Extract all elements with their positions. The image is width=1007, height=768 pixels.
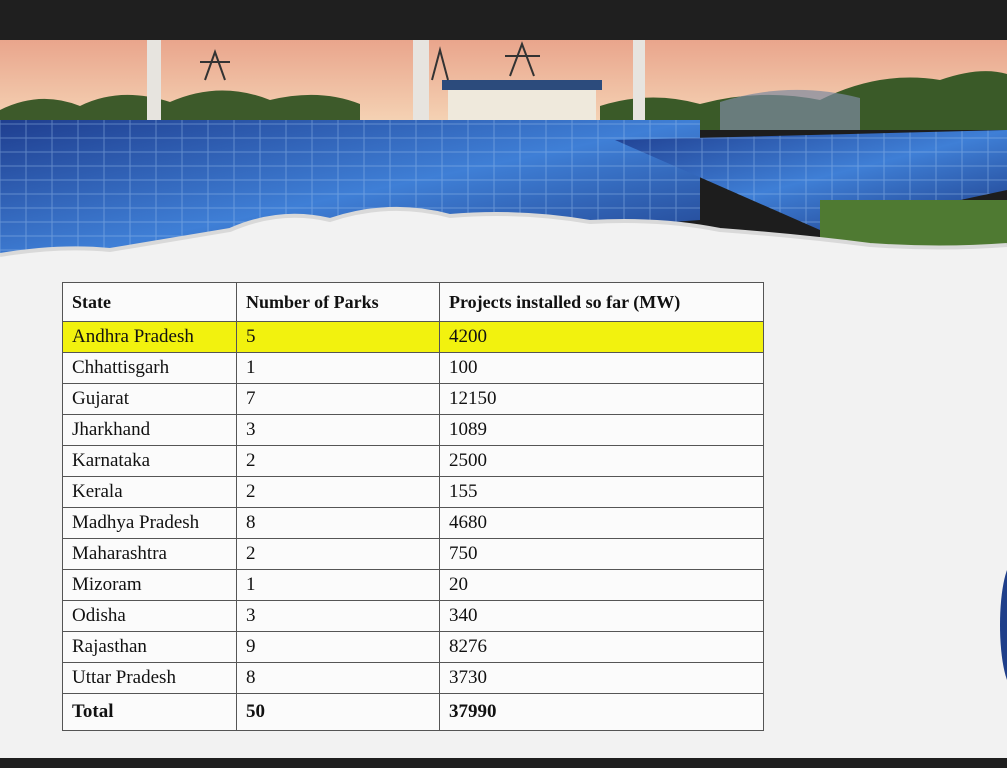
solar-park-scene: State Number of Parks Projects installed… — [0, 40, 1007, 758]
table-row: Maharashtra 2 750 — [62, 538, 764, 570]
cell-mw: 8276 — [439, 631, 764, 663]
total-cell-mw: 37990 — [439, 693, 764, 731]
cell-mw: 340 — [439, 600, 764, 632]
cell-parks: 2 — [236, 445, 440, 477]
cell-parks: 8 — [236, 507, 440, 539]
cell-state: Kerala — [62, 476, 237, 508]
header-number-of-parks: Number of Parks — [236, 282, 440, 322]
table-row: Mizoram 1 20 — [62, 569, 764, 601]
table-row: Kerala 2 155 — [62, 476, 764, 508]
cell-parks: 2 — [236, 476, 440, 508]
cell-mw: 12150 — [439, 383, 764, 415]
table-row: Gujarat 7 12150 — [62, 383, 764, 415]
table-row: Uttar Pradesh 8 3730 — [62, 662, 764, 694]
cell-state: Mizoram — [62, 569, 237, 601]
cell-parks: 1 — [236, 569, 440, 601]
cell-parks: 3 — [236, 414, 440, 446]
cell-mw: 4200 — [439, 321, 764, 353]
cell-mw: 4680 — [439, 507, 764, 539]
cell-parks: 2 — [236, 538, 440, 570]
cell-parks: 7 — [236, 383, 440, 415]
edge-logo-disc — [1000, 560, 1007, 690]
cell-mw: 3730 — [439, 662, 764, 694]
cell-parks: 3 — [236, 600, 440, 632]
cell-mw: 1089 — [439, 414, 764, 446]
video-bottom-bar — [0, 758, 1007, 768]
table-row: Odisha 3 340 — [62, 600, 764, 632]
cell-parks: 5 — [236, 321, 440, 353]
cell-mw: 750 — [439, 538, 764, 570]
table-row: Karnataka 2 2500 — [62, 445, 764, 477]
cell-state: Jharkhand — [62, 414, 237, 446]
table-row: Rajasthan 9 8276 — [62, 631, 764, 663]
cell-state: Uttar Pradesh — [62, 662, 237, 694]
table-body: Andhra Pradesh 5 4200 Chhattisgarh 1 100 Gujar… — [62, 321, 764, 731]
cell-state: Madhya Pradesh — [62, 507, 237, 539]
cell-state: Andhra Pradesh — [62, 321, 237, 353]
table-header-row: State Number of Parks Projects installed… — [62, 282, 764, 322]
table-row: Jharkhand 3 1089 — [62, 414, 764, 446]
cell-parks: 8 — [236, 662, 440, 694]
cell-state: Maharashtra — [62, 538, 237, 570]
header-state: State — [62, 282, 237, 322]
cell-mw: 2500 — [439, 445, 764, 477]
cell-mw: 155 — [439, 476, 764, 508]
cell-mw: 100 — [439, 352, 764, 384]
cell-state: Karnataka — [62, 445, 237, 477]
table-row: Madhya Pradesh 8 4680 — [62, 507, 764, 539]
table-row: Andhra Pradesh 5 4200 — [62, 321, 764, 353]
cell-parks: 9 — [236, 631, 440, 663]
table-row: Chhattisgarh 1 100 — [62, 352, 764, 384]
table-total-row: Total 50 37990 — [62, 693, 764, 731]
video-top-bar — [0, 0, 1007, 40]
cell-mw: 20 — [439, 569, 764, 601]
cell-state: Rajasthan — [62, 631, 237, 663]
total-cell-state: Total — [62, 693, 237, 731]
cell-state: Gujarat — [62, 383, 237, 415]
cell-state: Chhattisgarh — [62, 352, 237, 384]
total-cell-parks: 50 — [236, 693, 440, 731]
header-projects-installed: Projects installed so far (MW) — [439, 282, 764, 322]
solar-parks-table: State Number of Parks Projects installed… — [62, 282, 764, 731]
cell-state: Odisha — [62, 600, 237, 632]
cell-parks: 1 — [236, 352, 440, 384]
